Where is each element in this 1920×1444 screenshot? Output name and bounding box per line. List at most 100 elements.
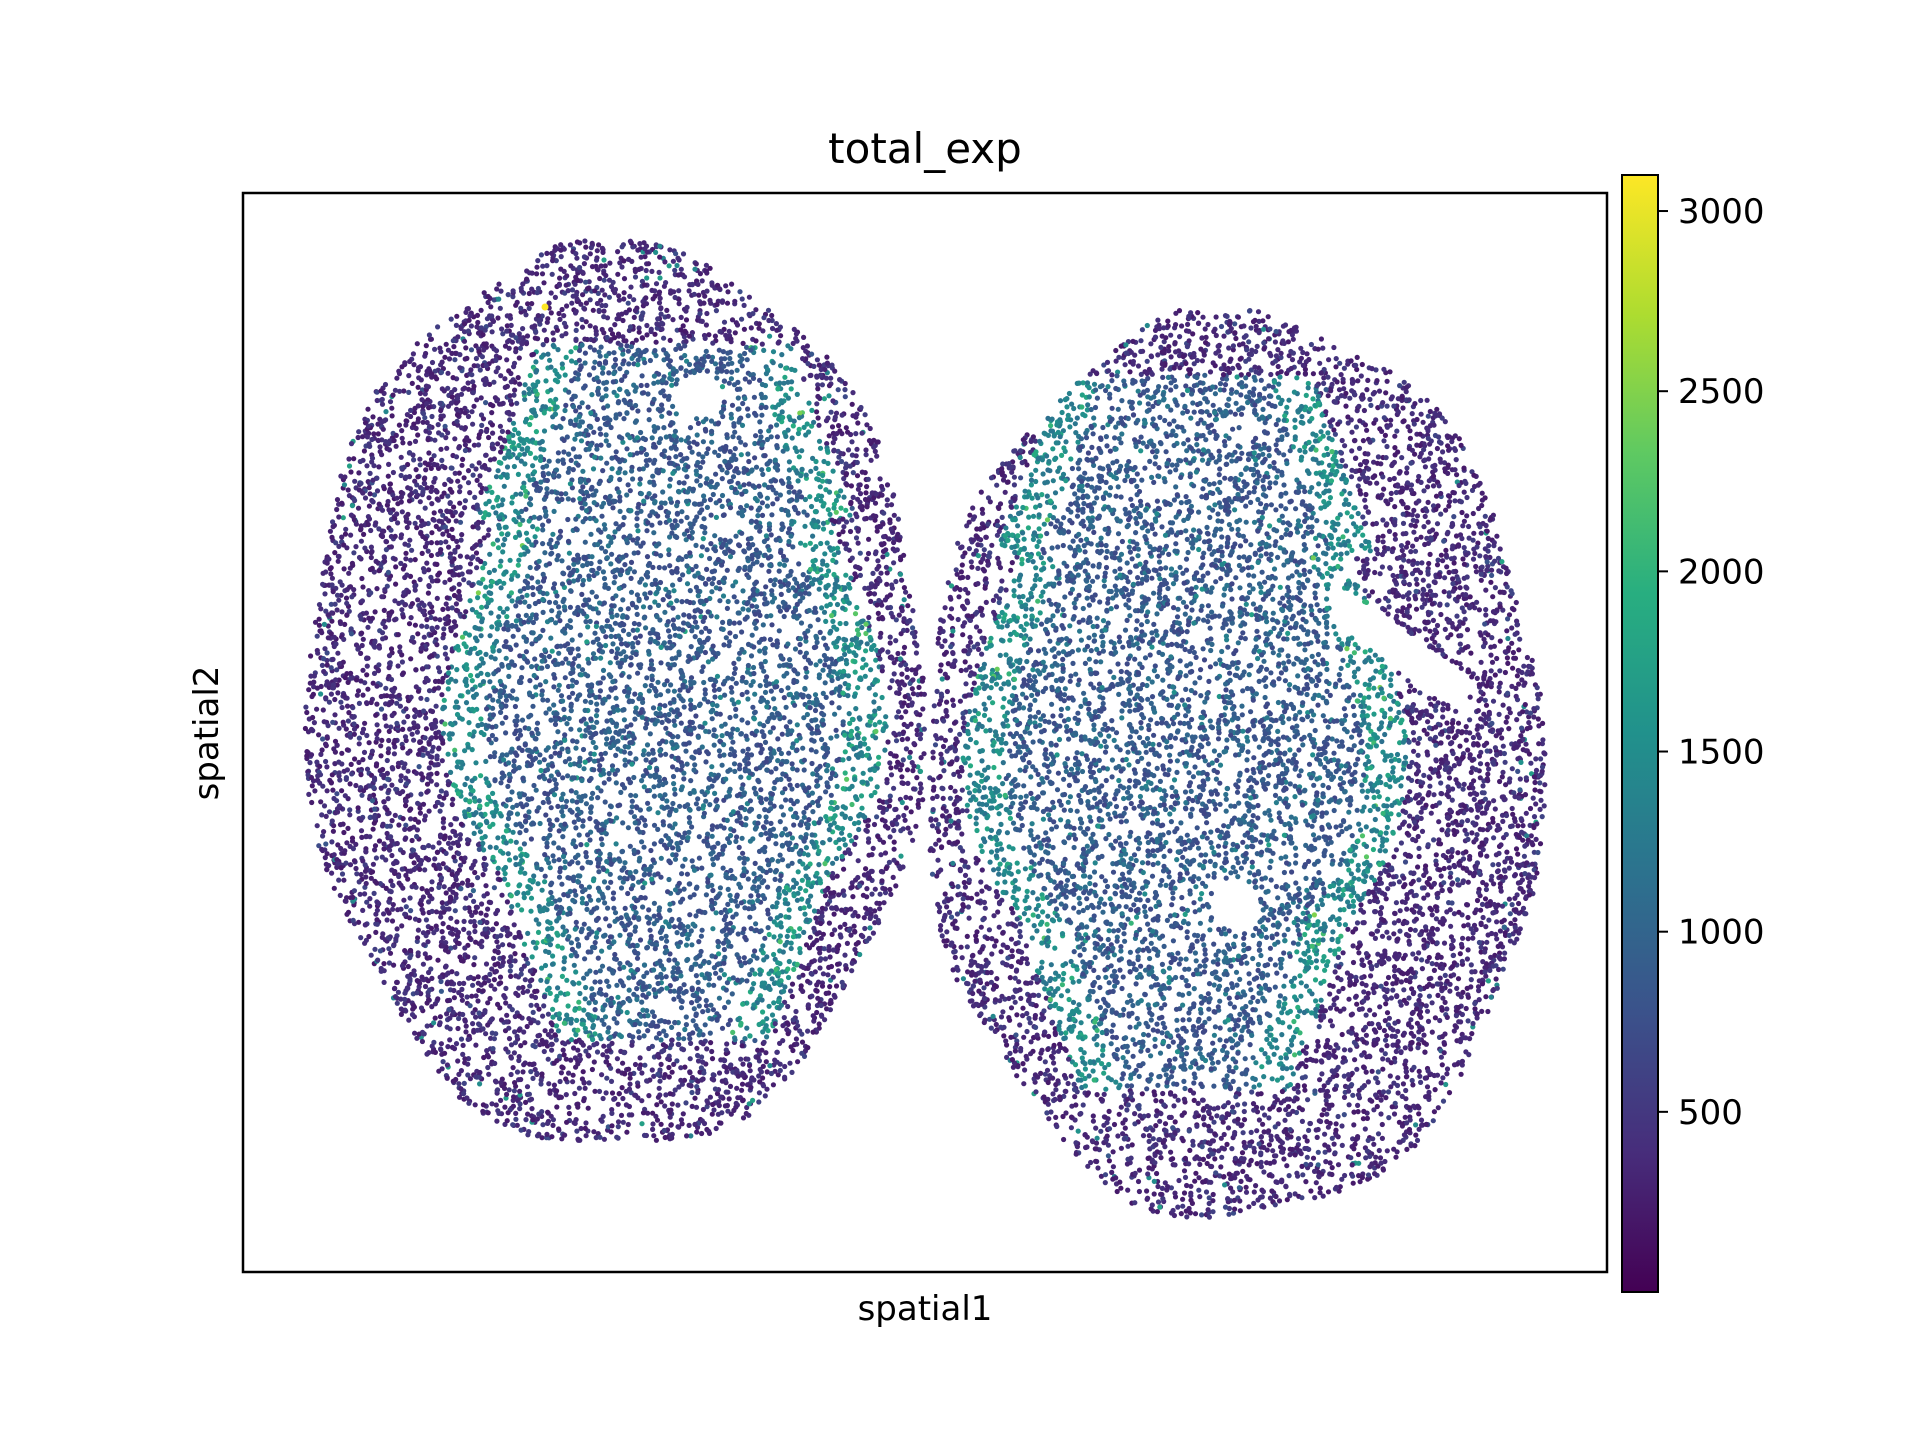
scatter-point xyxy=(393,581,399,587)
scatter-point xyxy=(514,890,520,897)
scatter-point xyxy=(785,1003,791,1010)
scatter-point xyxy=(877,476,883,482)
scatter-point xyxy=(562,1041,568,1047)
scatter-point xyxy=(723,1047,729,1053)
scatter-point xyxy=(528,895,535,901)
scatter-point xyxy=(745,876,751,882)
scatter-point xyxy=(417,805,423,811)
scatter-point xyxy=(803,674,809,680)
scatter-point xyxy=(594,701,600,707)
scatter-point xyxy=(506,778,512,784)
scatter-point xyxy=(503,730,509,736)
scatter-point xyxy=(826,827,832,833)
scatter-point xyxy=(616,585,622,592)
scatter-point xyxy=(429,879,435,885)
scatter-point xyxy=(855,420,861,426)
scatter-point xyxy=(700,1009,706,1015)
scatter-point xyxy=(546,1081,552,1087)
scatter-point xyxy=(763,830,769,836)
scatter-point xyxy=(330,524,336,530)
scatter-point xyxy=(561,966,567,972)
scatter-point xyxy=(426,899,432,905)
scatter-point xyxy=(622,762,628,768)
scatter-point xyxy=(445,782,451,788)
scatter-point xyxy=(791,465,797,471)
scatter-point xyxy=(775,960,781,966)
scatter-point xyxy=(724,300,731,306)
scatter-point xyxy=(445,1044,451,1050)
scatter-point xyxy=(435,761,441,768)
scatter-point xyxy=(839,907,845,913)
scatter-point xyxy=(678,365,684,371)
scatter-point xyxy=(612,356,619,363)
scatter-point xyxy=(752,1037,758,1044)
scatter-point xyxy=(402,911,408,917)
scatter-point xyxy=(343,726,349,732)
scatter-point xyxy=(707,555,713,562)
scatter-point xyxy=(614,393,620,399)
scatter-point xyxy=(840,804,846,810)
scatter-point xyxy=(815,979,822,985)
scatter-point xyxy=(334,607,340,613)
scatter-point xyxy=(628,722,634,728)
scatter-point xyxy=(689,1103,695,1109)
scatter-point xyxy=(641,498,647,504)
scatter-point xyxy=(861,736,867,742)
scatter-point xyxy=(863,621,869,627)
scatter-point xyxy=(359,834,365,841)
scatter-point xyxy=(358,480,364,486)
scatter-point xyxy=(769,622,775,628)
scatter-point xyxy=(687,425,694,431)
scatter-point xyxy=(459,532,465,538)
scatter-point xyxy=(469,409,475,415)
scatter-point xyxy=(833,497,840,504)
scatter-point xyxy=(502,1104,508,1110)
scatter-point xyxy=(769,976,775,982)
scatter-point xyxy=(753,519,759,525)
scatter-point xyxy=(820,520,827,527)
scatter-point xyxy=(836,705,842,711)
scatter-point xyxy=(758,787,764,793)
scatter-point xyxy=(546,653,553,660)
scatter-point xyxy=(508,810,514,816)
scatter-point xyxy=(753,791,759,797)
scatter-point xyxy=(820,526,827,532)
scatter-point xyxy=(897,686,903,692)
scatter-point xyxy=(334,497,341,503)
scatter-point xyxy=(420,801,427,807)
scatter-point xyxy=(764,495,771,501)
scatter-point xyxy=(339,788,345,794)
scatter-point xyxy=(712,333,719,339)
scatter-point xyxy=(428,552,434,559)
scatter-point xyxy=(883,714,889,720)
scatter-point xyxy=(789,728,795,734)
scatter-point xyxy=(304,749,310,755)
scatter-point xyxy=(348,532,354,538)
scatter-point xyxy=(575,646,581,652)
scatter-point xyxy=(541,1003,547,1009)
scatter-point xyxy=(891,827,897,834)
scatter-point xyxy=(530,463,536,469)
scatter-point xyxy=(497,563,503,569)
scatter-point xyxy=(604,978,610,985)
scatter-point xyxy=(310,714,316,721)
scatter-point xyxy=(629,468,635,474)
scatter-point xyxy=(477,1081,483,1087)
scatter-point xyxy=(589,554,595,560)
scatter-point xyxy=(453,699,460,705)
scatter-point xyxy=(348,761,354,768)
scatter-point xyxy=(693,973,700,979)
scatter-point xyxy=(769,1012,776,1018)
scatter-point xyxy=(744,357,750,363)
scatter-point xyxy=(875,558,881,564)
scatter-point xyxy=(555,729,561,735)
scatter-point xyxy=(642,582,649,588)
scatter-point xyxy=(655,810,661,816)
scatter-point xyxy=(634,592,641,598)
scatter-point xyxy=(372,843,379,849)
scatter-point xyxy=(542,550,548,556)
scatter-point xyxy=(653,281,660,287)
scatter-point xyxy=(666,263,672,269)
scatter-point xyxy=(751,394,758,400)
